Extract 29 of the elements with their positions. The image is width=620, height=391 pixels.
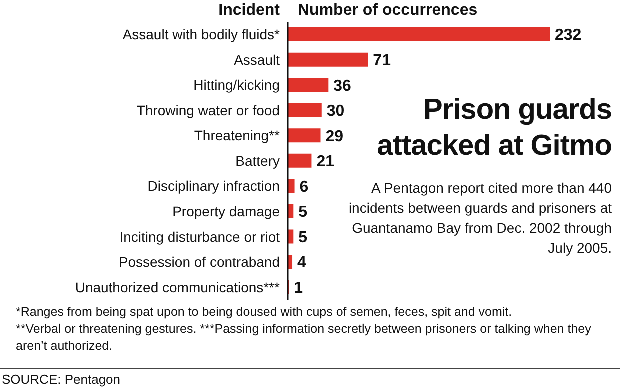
data-label: 30	[326, 103, 345, 120]
data-label: 5	[298, 229, 308, 246]
text: A Pentagon report cited more than 440 incidents between guards and prisoners at Guantanamo Bay from Dec. 2002 through July 2005.	[348, 179, 612, 258]
data-label: 4	[298, 254, 307, 272]
y-axis-title: Incident	[218, 2, 280, 20]
y-tick-label: Assault with bodily fluids*	[122, 26, 281, 43]
data-label: 36	[334, 78, 352, 95]
y-tick-label: Threatening**	[194, 128, 281, 144]
data-label: 232	[555, 27, 582, 44]
x-axis-title: Number of occurrences	[298, 2, 478, 20]
y-tick-label: Possession of contraband	[118, 254, 280, 270]
y-tick-label: Disciplinary infraction	[148, 178, 280, 194]
y-tick-label: Hitting/kicking	[194, 77, 280, 94]
y-tick-label: Battery	[236, 152, 280, 169]
source-note: SOURCE: Pentagon	[2, 372, 121, 387]
data-label: 71	[373, 52, 392, 70]
y-tick-label: Property damage	[172, 204, 280, 220]
data-label: 5	[298, 204, 308, 222]
y-tick-label: Assault	[234, 52, 280, 68]
y-tick-label: Throwing water or food	[136, 102, 280, 118]
text: Prison guards attacked at Gitmo	[377, 94, 612, 162]
data-label: 6	[300, 178, 309, 196]
data-label: 21	[316, 154, 335, 171]
text: *Ranges from being spat upon to being doused with cups of semen, feces, spit and vomit.	[16, 304, 514, 321]
text: **Verbal or threatening gestures. ***Passing information secretly between prisoners or talking when they aren’t authorized.	[16, 321, 592, 355]
y-tick-label: Unauthorized communications***	[75, 279, 281, 296]
y-tick-label: Inciting disturbance or riot	[120, 228, 280, 245]
data-label: 1	[294, 280, 304, 297]
data-label: 29	[326, 128, 344, 146]
